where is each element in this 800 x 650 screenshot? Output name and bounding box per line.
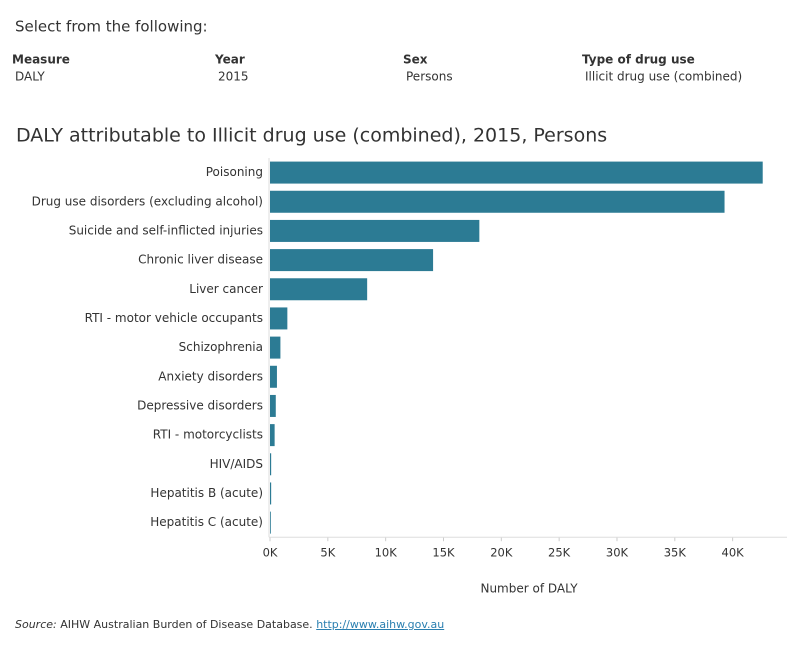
x-tick-label: 25K [548, 546, 571, 560]
y-tick-label: Chronic liver disease [138, 253, 263, 267]
chart-title: DALY attributable to Illicit drug use (c… [16, 125, 607, 147]
bar [270, 307, 288, 330]
filter-label: Measure [12, 53, 70, 67]
bar [270, 249, 434, 272]
bar [270, 161, 763, 184]
y-tick-label: Suicide and self-inflicted injuries [69, 223, 263, 237]
filter-value[interactable]: DALY [15, 70, 45, 84]
filter-value[interactable]: Illicit drug use (combined) [585, 70, 742, 84]
filter-value[interactable]: 2015 [218, 70, 249, 84]
filters-heading: Select from the following: [15, 18, 208, 36]
x-tick-label: 35K [664, 546, 687, 560]
bar [270, 336, 281, 359]
filter-value[interactable]: Persons [406, 70, 453, 84]
y-tick-label: Schizophrenia [179, 340, 263, 354]
source-link[interactable]: http://www.aihw.gov.au [316, 618, 445, 631]
x-tick-label: 0K [263, 546, 278, 560]
source: Source: AIHW Australian Burden of Diseas… [15, 618, 444, 631]
y-tick-label: HIV/AIDS [210, 457, 263, 471]
filter-label: Year [214, 53, 245, 67]
y-tick-label: Liver cancer [189, 282, 263, 296]
x-tick-label: 5K [320, 546, 335, 560]
bar [270, 482, 272, 505]
y-tick-label: Poisoning [206, 165, 263, 179]
y-tick-label: RTI - motorcyclists [153, 428, 263, 442]
bar [270, 394, 276, 417]
bar [270, 511, 271, 534]
y-tick-label: Depressive disorders [137, 398, 263, 412]
y-tick-label: RTI - motor vehicle occupants [85, 311, 263, 325]
source-label: Source: [15, 618, 57, 631]
y-tick-label: Hepatitis C (acute) [150, 515, 263, 529]
filter-label: Sex [403, 53, 428, 67]
filter-label: Type of drug use [582, 53, 695, 67]
bar [270, 365, 277, 388]
x-tick-label: 10K [375, 546, 398, 560]
bar [270, 278, 368, 301]
x-tick-label: 20K [490, 546, 513, 560]
x-tick-label: 15K [432, 546, 455, 560]
chart: Select from the following: DALY attribut… [12, 18, 787, 596]
bar [270, 219, 480, 242]
x-axis-title: Number of DALY [480, 582, 578, 596]
y-tick-label: Hepatitis B (acute) [150, 486, 263, 500]
y-tick-label: Anxiety disorders [158, 369, 263, 383]
bar [270, 453, 272, 476]
x-tick-label: 30K [606, 546, 629, 560]
source-text: AIHW Australian Burden of Disease Databa… [60, 618, 313, 631]
bar [270, 190, 725, 213]
x-tick-label: 40K [722, 546, 745, 560]
bar [270, 424, 275, 447]
y-tick-label: Drug use disorders (excluding alcohol) [32, 194, 263, 208]
